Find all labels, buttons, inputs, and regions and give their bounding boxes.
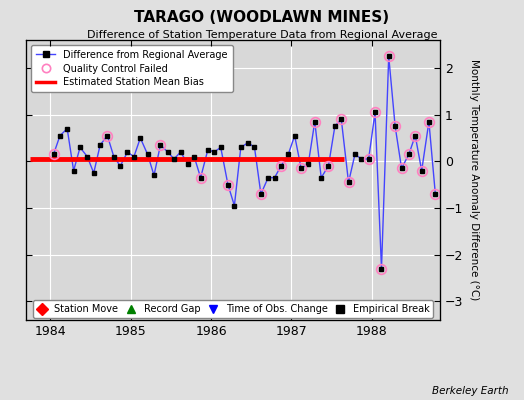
- Text: Berkeley Earth: Berkeley Earth: [432, 386, 508, 396]
- Y-axis label: Monthly Temperature Anomaly Difference (°C): Monthly Temperature Anomaly Difference (…: [469, 59, 479, 301]
- Legend: Station Move, Record Gap, Time of Obs. Change, Empirical Break: Station Move, Record Gap, Time of Obs. C…: [33, 300, 433, 318]
- Text: Difference of Station Temperature Data from Regional Average: Difference of Station Temperature Data f…: [87, 30, 437, 40]
- Text: TARAGO (WOODLAWN MINES): TARAGO (WOODLAWN MINES): [135, 10, 389, 25]
